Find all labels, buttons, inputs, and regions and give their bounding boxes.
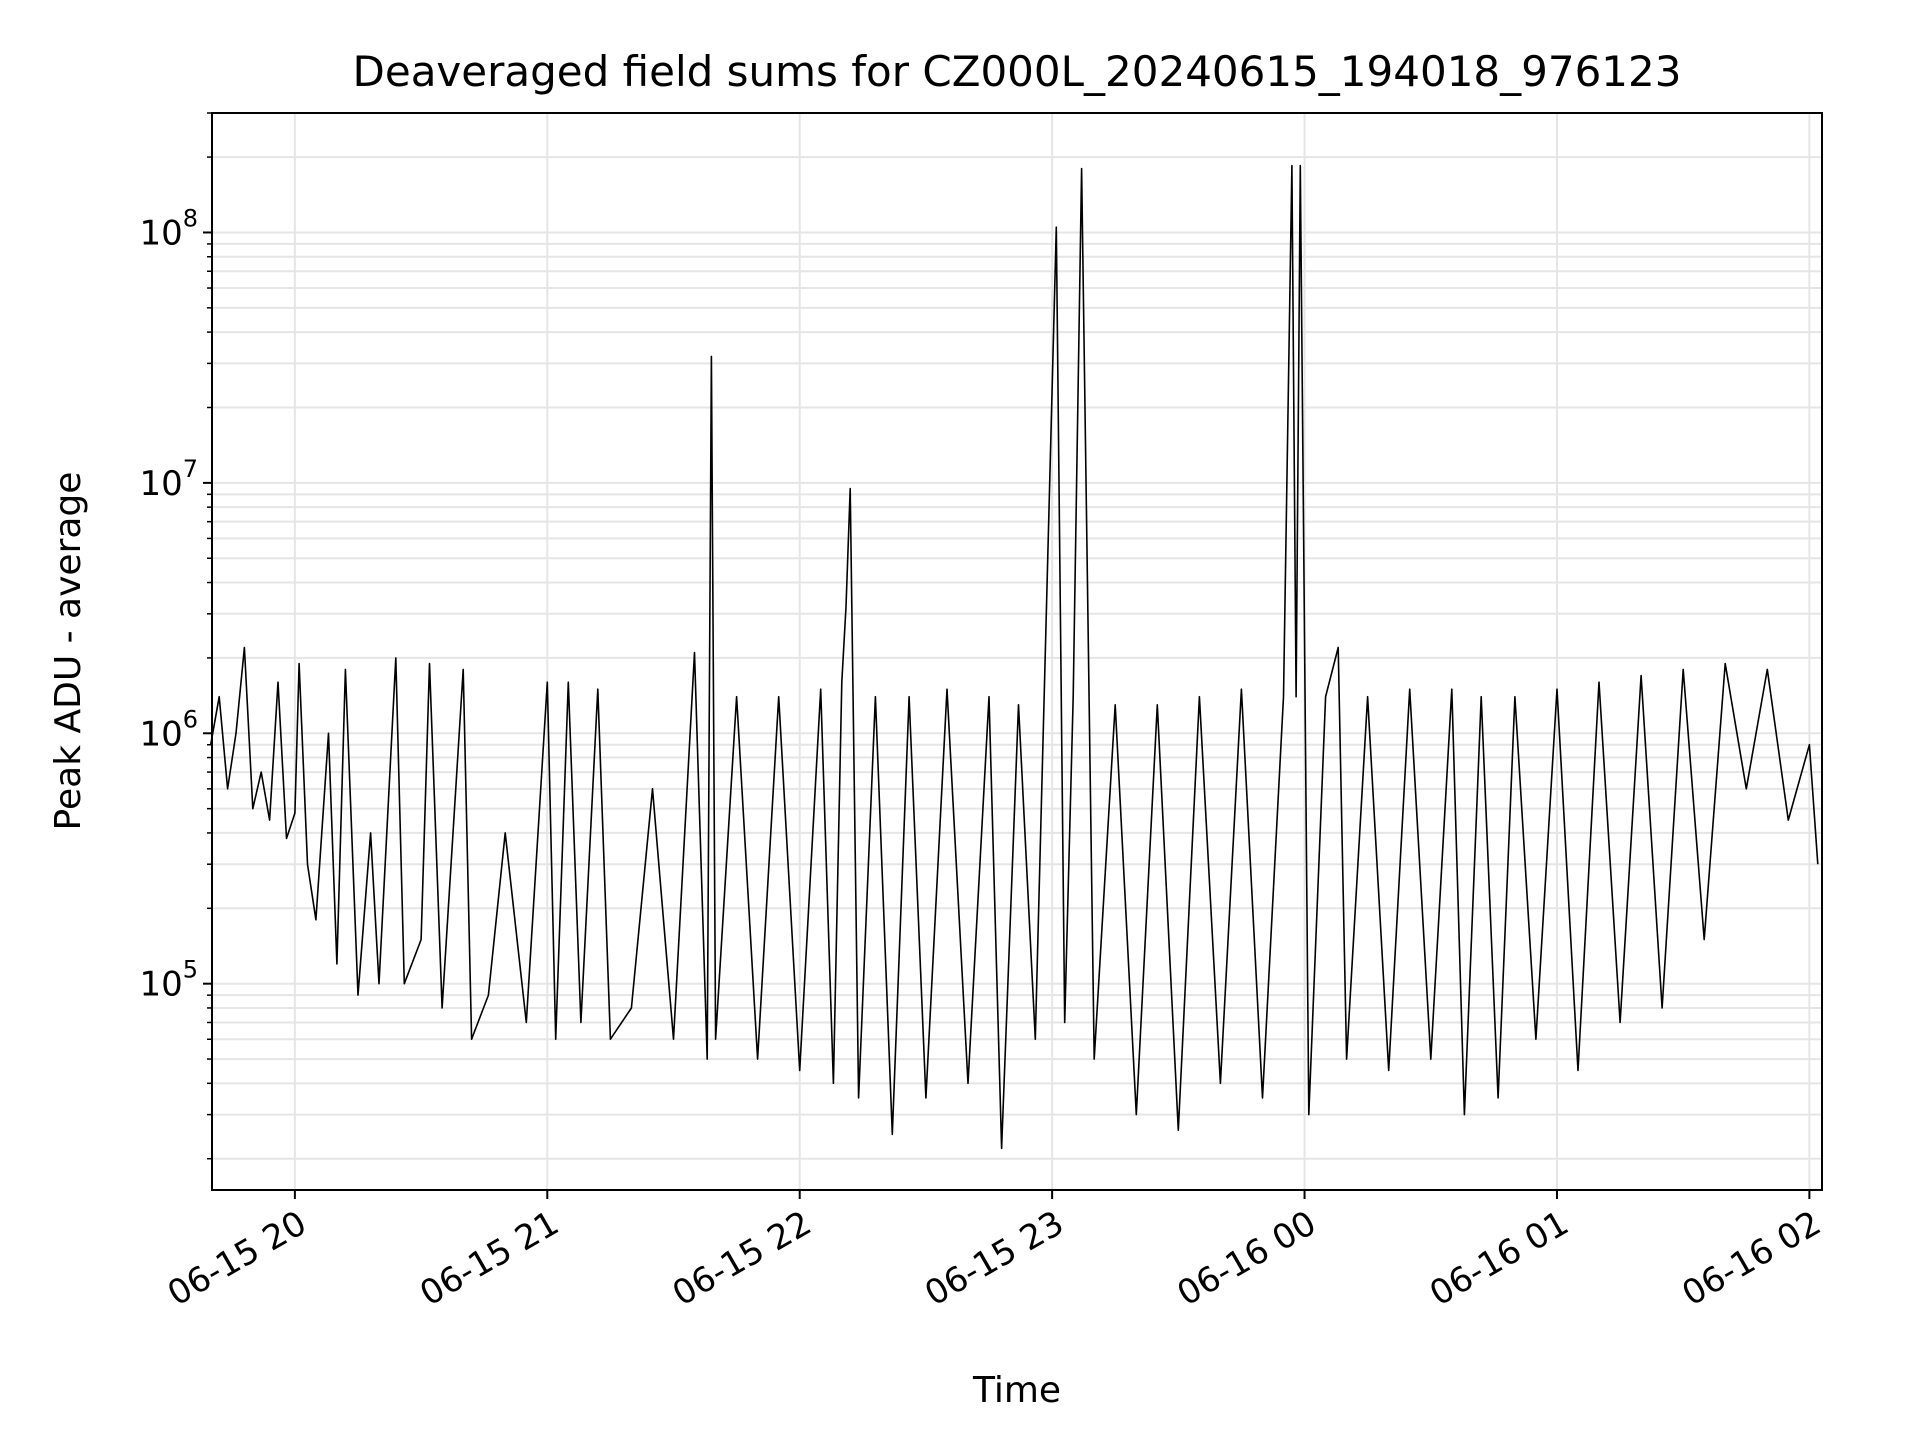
y-axis-label: Peak ADU - average [48,472,89,831]
y-tick-label-base: 10 [139,464,182,504]
y-tick-label-exponent: 5 [183,956,198,984]
plot-frame [211,112,1823,1191]
x-axis-label: Time [972,1370,1061,1411]
y-tick-label: 106 [139,705,198,754]
y-tick-label: 108 [139,204,198,253]
y-tick-label-exponent: 6 [183,705,198,733]
y-tick-label-base: 10 [139,714,182,754]
chart-title: Deaveraged field sums for CZ000L_2024061… [353,47,1682,96]
series-group [209,164,1819,1150]
y-tick-label-base: 10 [139,965,182,1005]
y-tick-label: 105 [139,956,198,1005]
y-tick-label-exponent: 8 [183,204,198,232]
y-tick-label-base: 10 [139,213,182,253]
y-tick-label: 107 [139,455,198,504]
y-tick-label-exponent: 7 [183,455,198,483]
series-line [209,164,1819,1150]
